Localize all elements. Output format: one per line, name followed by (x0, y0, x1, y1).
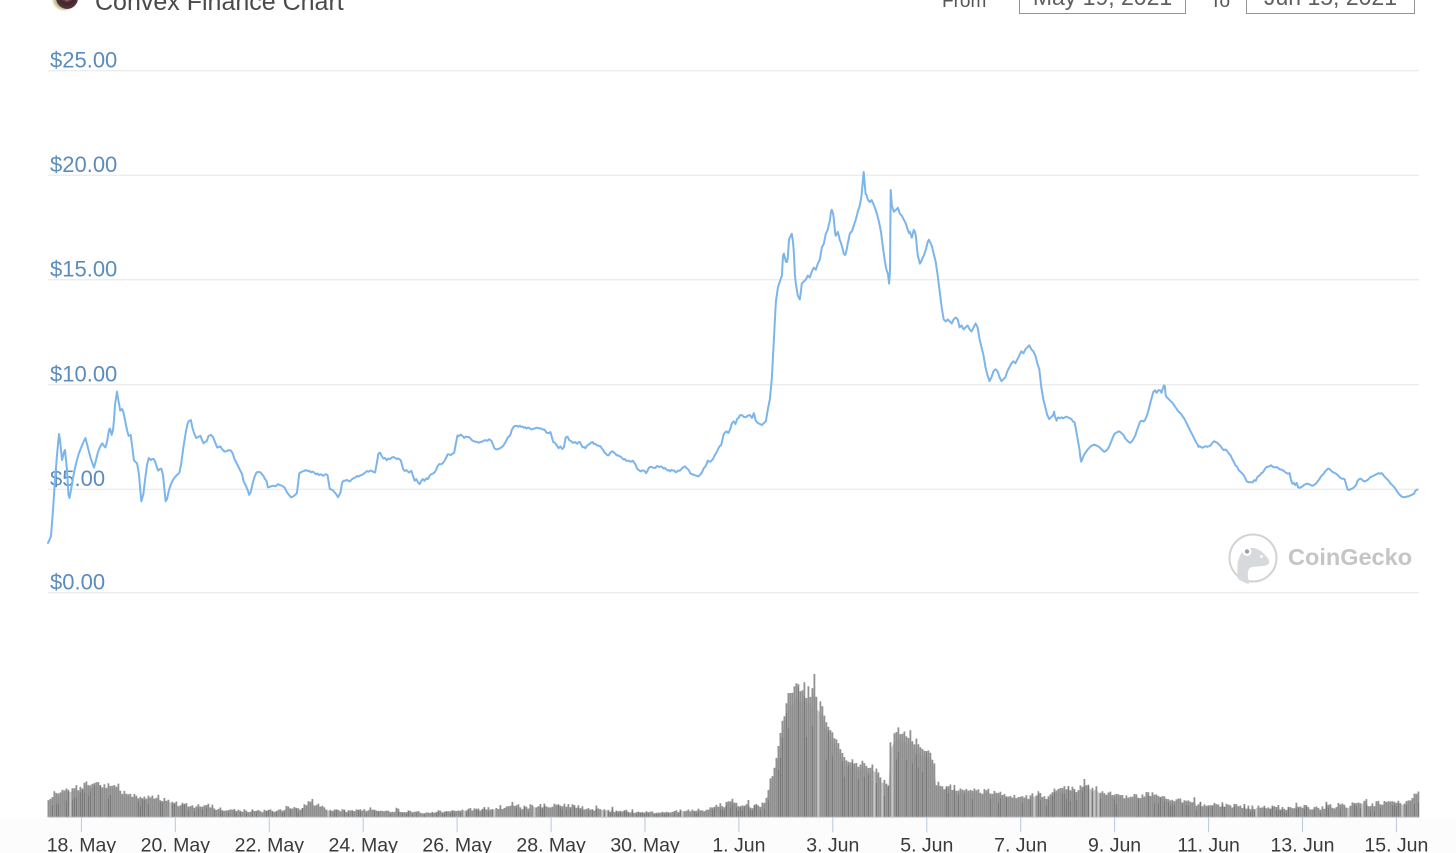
svg-text:$10.00: $10.00 (50, 362, 117, 387)
svg-text:CoinGecko: CoinGecko (1288, 544, 1412, 570)
svg-text:18. May: 18. May (47, 835, 117, 853)
svg-text:30. May: 30. May (610, 835, 680, 853)
svg-text:11. Jun: 11. Jun (1177, 835, 1240, 853)
svg-text:7. Jun: 7. Jun (994, 835, 1047, 853)
svg-text:20. May: 20. May (141, 835, 211, 853)
svg-text:26. May: 26. May (422, 835, 492, 853)
svg-text:9. Jun: 9. Jun (1088, 835, 1141, 853)
svg-text:$25.00: $25.00 (50, 48, 117, 73)
svg-text:$20.00: $20.00 (50, 152, 117, 177)
svg-text:22. May: 22. May (235, 835, 305, 853)
svg-text:15. Jun: 15. Jun (1364, 835, 1428, 853)
svg-text:13. Jun: 13. Jun (1271, 835, 1335, 853)
svg-text:5. Jun: 5. Jun (900, 835, 953, 853)
svg-text:$5.00: $5.00 (50, 466, 105, 491)
svg-text:$15.00: $15.00 (50, 257, 117, 282)
svg-text:3. Jun: 3. Jun (806, 835, 859, 853)
svg-text:24. May: 24. May (329, 835, 399, 853)
svg-text:28. May: 28. May (516, 835, 586, 853)
svg-text:1. Jun: 1. Jun (712, 835, 765, 853)
svg-text:$0.00: $0.00 (50, 570, 105, 595)
